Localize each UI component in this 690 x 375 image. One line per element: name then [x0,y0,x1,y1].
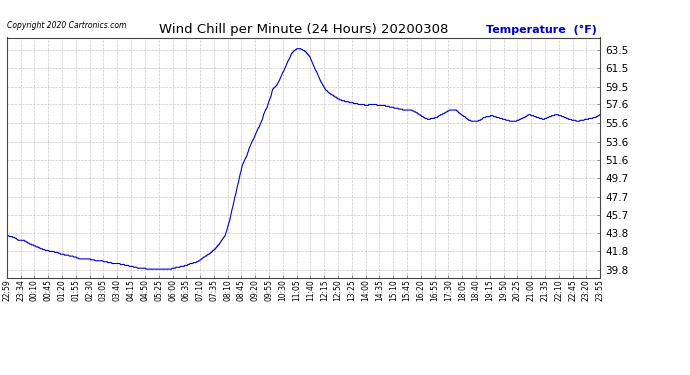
Title: Wind Chill per Minute (24 Hours) 20200308: Wind Chill per Minute (24 Hours) 2020030… [159,23,448,36]
Text: Copyright 2020 Cartronics.com: Copyright 2020 Cartronics.com [7,21,126,30]
Text: Temperature  (°F): Temperature (°F) [486,25,598,35]
